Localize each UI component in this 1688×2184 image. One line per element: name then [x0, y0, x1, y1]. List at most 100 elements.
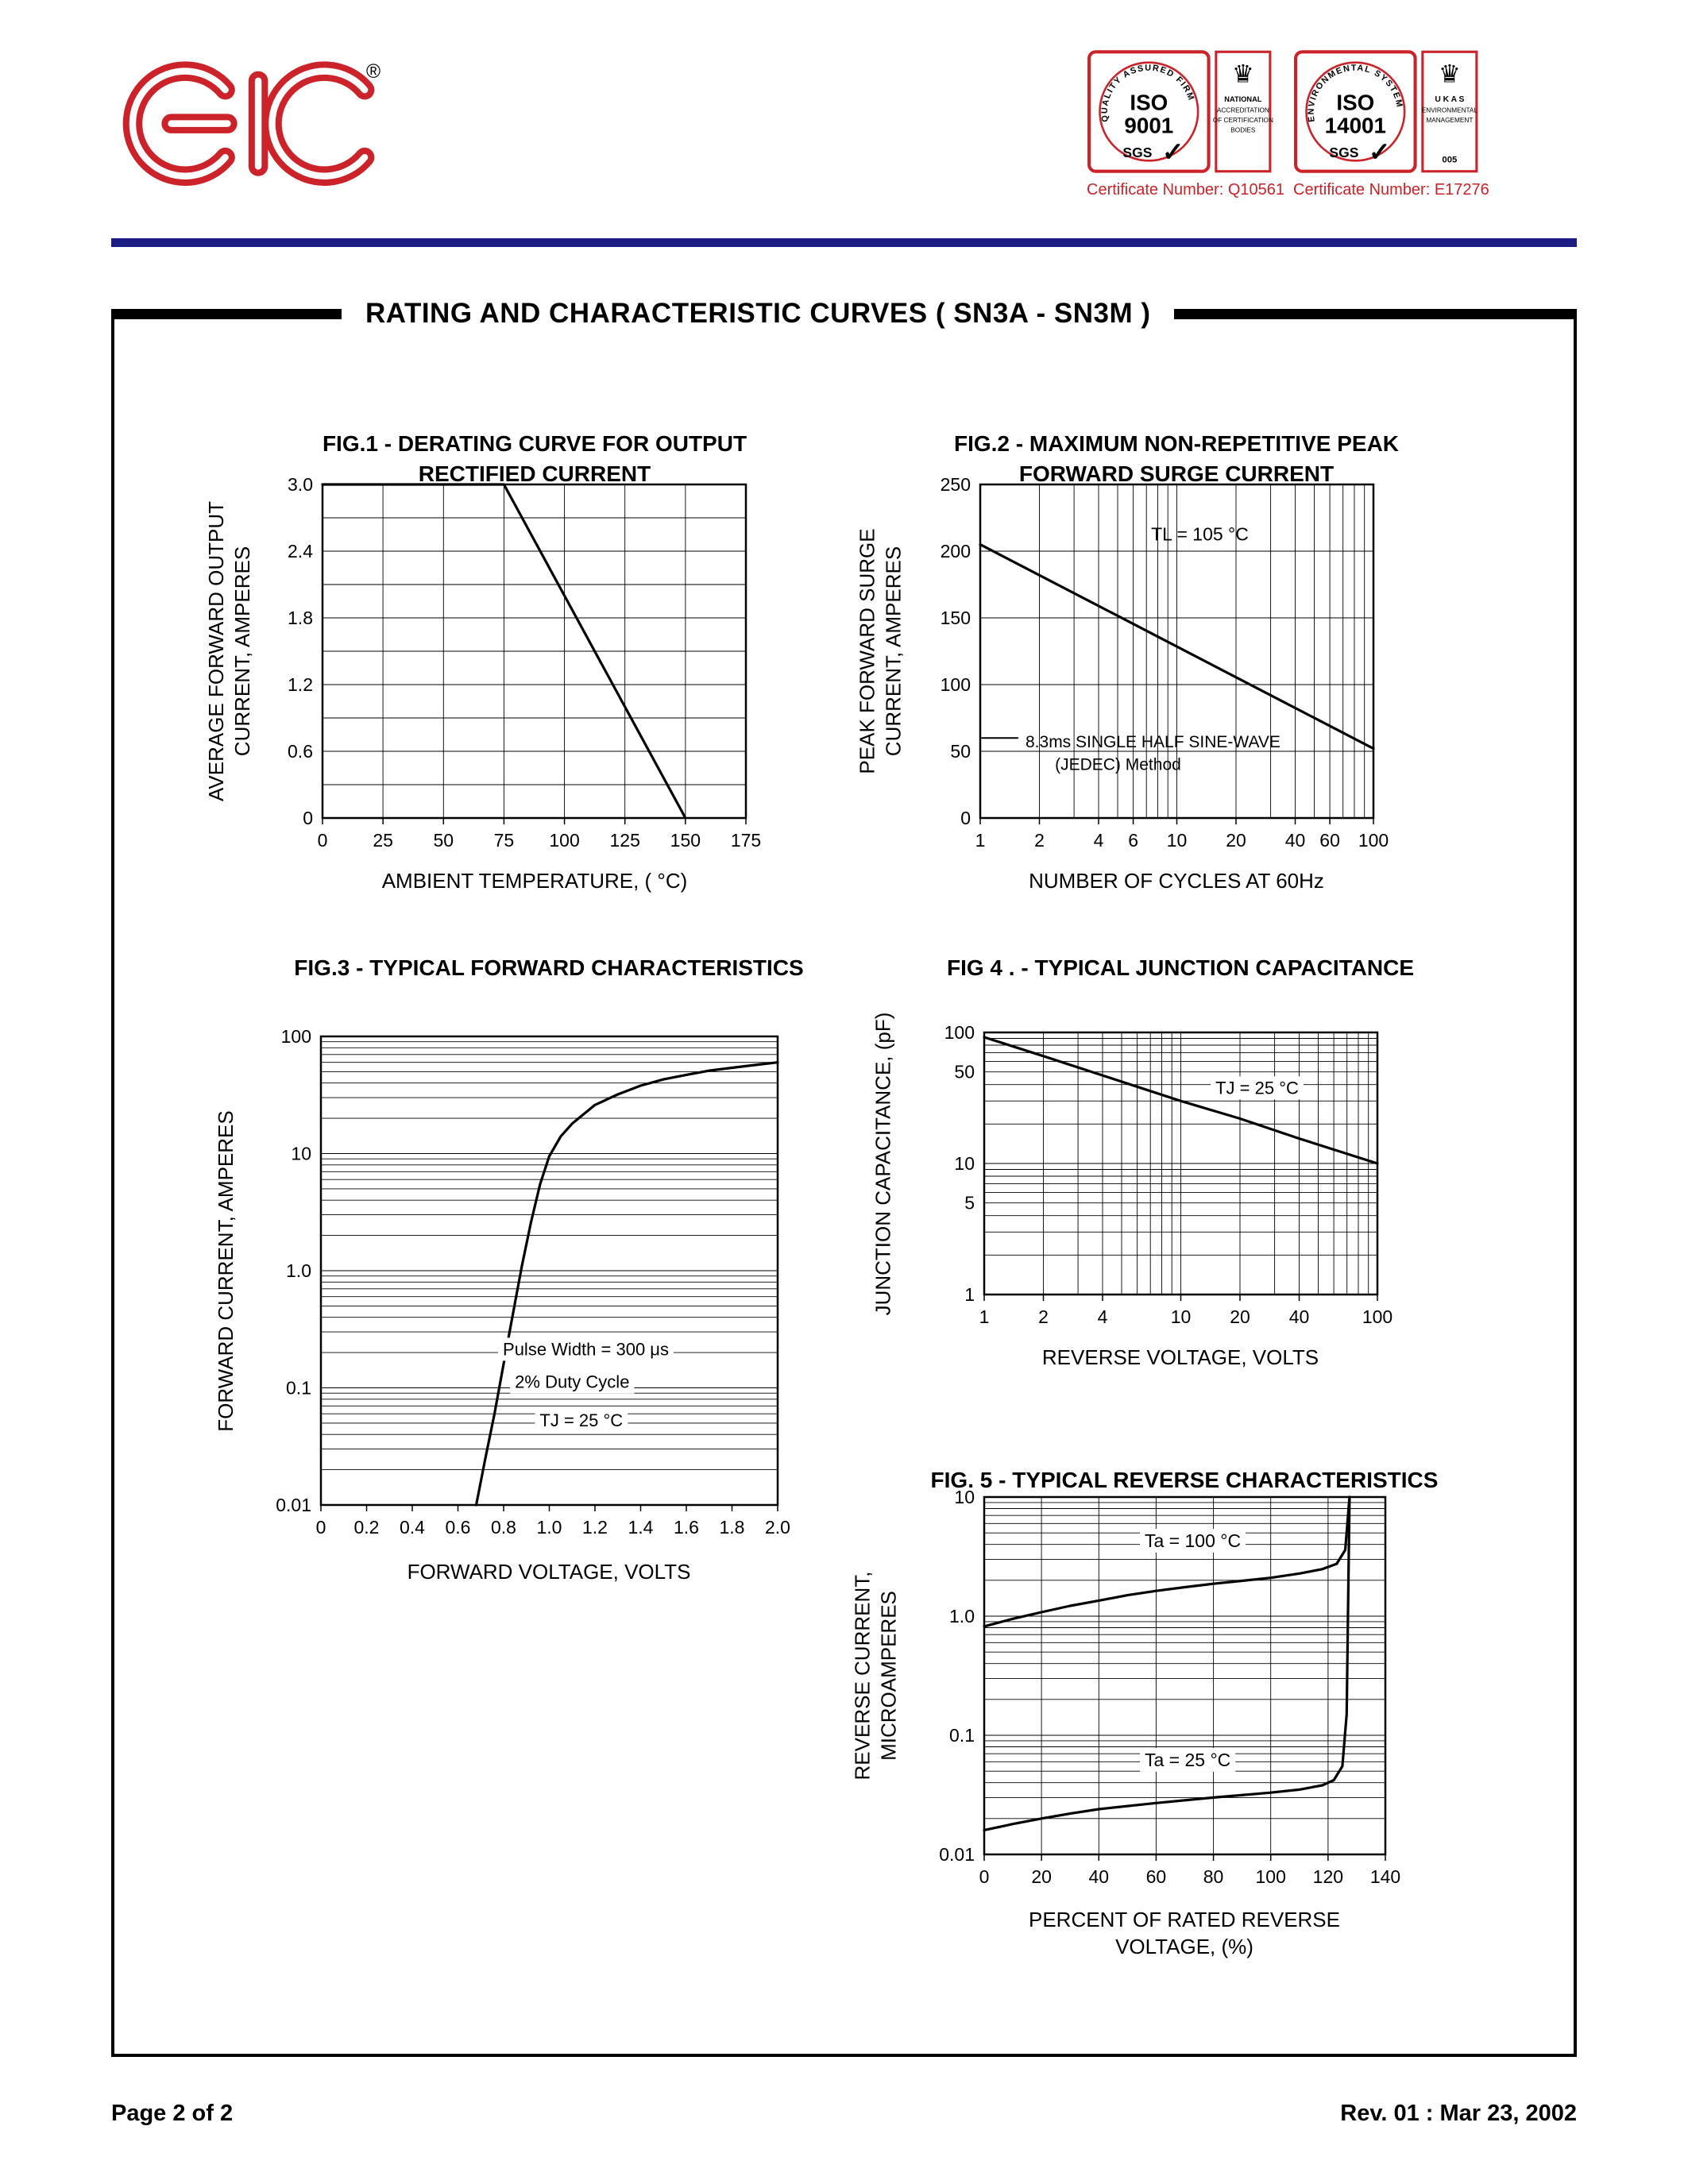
svg-text:Ta = 100 °C: Ta = 100 °C: [1145, 1530, 1241, 1551]
iso14001-badge-art: ENVIRONMENTAL SYSTEM ISO 14001 SGS ✓ ♛ U…: [1294, 50, 1478, 173]
fig2-title: FIG.2 - MAXIMUM NON-REPETITIVE PEAK FORW…: [953, 431, 1400, 486]
fig5-y-axis-label: REVERSE CURRENT, MICROAMPERES: [850, 1571, 900, 1781]
svg-text:50: 50: [950, 741, 971, 762]
svg-text:0.1: 0.1: [949, 1725, 975, 1746]
svg-text:25: 25: [373, 830, 393, 851]
svg-text:TJ = 25 °C: TJ = 25 °C: [539, 1410, 623, 1430]
svg-text:100: 100: [1358, 830, 1389, 851]
svg-text:2.4: 2.4: [288, 541, 313, 561]
svg-text:1.4: 1.4: [628, 1517, 654, 1538]
fig5-title: FIG. 5 - TYPICAL REVERSE CHARACTERISTICS: [930, 1468, 1439, 1492]
svg-text:OF CERTIFICATION: OF CERTIFICATION: [1213, 117, 1273, 124]
fig4-plot: 1 2 4 10 20 40 100 1 5 10 50 100 TJ = 25 °C: [944, 1022, 1393, 1327]
svg-text:(JEDEC) Method: (JEDEC) Method: [1055, 756, 1181, 774]
check-icon: ✓: [1162, 137, 1184, 166]
svg-text:TJ = 25 °C: TJ = 25 °C: [1215, 1078, 1299, 1098]
svg-text:1.0: 1.0: [537, 1517, 562, 1538]
svg-text:10: 10: [954, 1487, 975, 1507]
svg-text:40: 40: [1285, 830, 1306, 851]
svg-text:40: 40: [1088, 1866, 1109, 1887]
svg-text:0.4: 0.4: [400, 1517, 425, 1538]
svg-text:1.8: 1.8: [720, 1517, 745, 1538]
svg-text:1: 1: [979, 1306, 990, 1327]
svg-text:10: 10: [954, 1153, 975, 1174]
svg-text:125: 125: [610, 830, 640, 851]
svg-text:80: 80: [1203, 1866, 1224, 1887]
header-divider: [111, 238, 1577, 247]
svg-text:1.0: 1.0: [949, 1606, 975, 1626]
eic-logo: ®: [122, 61, 380, 186]
fig2-y-axis-label: PEAK FORWARD SURGE CURRENT, AMPERES: [856, 528, 906, 774]
fig1-y-axis-label: AVERAGE FORWARD OUTPUT CURRENT, AMPERES: [204, 501, 254, 801]
svg-text:6: 6: [1128, 830, 1138, 851]
fig1-plot: 0 25 50 75 100 125 150 175 0 0.6 1.2 1.8 2.4 3.0: [288, 474, 761, 851]
svg-text:10: 10: [1171, 1306, 1192, 1327]
svg-text:200: 200: [941, 541, 971, 561]
fig1-title: FIG.1 - DERATING CURVE FOR OUTPUT RECTIF…: [322, 431, 747, 486]
svg-text:0.1: 0.1: [286, 1378, 311, 1399]
svg-text:0.6: 0.6: [288, 741, 313, 762]
svg-text:2: 2: [1034, 830, 1045, 851]
svg-text:50: 50: [954, 1062, 975, 1082]
svg-text:50: 50: [433, 830, 454, 851]
footer-revision: Rev. 01 : Mar 23, 2002: [1340, 2101, 1577, 2126]
fig3-x-axis-label: FORWARD VOLTAGE, VOLTS: [407, 1560, 691, 1584]
svg-text:TL = 105 °C: TL = 105 °C: [1151, 524, 1249, 545]
iso14001-number-text: 14001: [1325, 113, 1386, 137]
iso14001-certificate-number: Certificate Number: E17276: [1293, 181, 1489, 199]
svg-text:10: 10: [291, 1144, 311, 1164]
svg-text:75: 75: [494, 830, 515, 851]
svg-text:3.0: 3.0: [288, 474, 313, 495]
svg-text:U K A S: U K A S: [1435, 95, 1464, 104]
svg-text:0.01: 0.01: [939, 1844, 975, 1865]
svg-text:0: 0: [318, 830, 328, 851]
crown-icon: ♛: [1439, 60, 1461, 87]
svg-text:20: 20: [1230, 1306, 1250, 1327]
svg-text:2.0: 2.0: [765, 1517, 790, 1538]
fig5-plot: 0 20 40 60 80 100 120 140 0.01 0.1 1.0 10 Ta = 100 °…: [939, 1487, 1400, 1887]
svg-text:0.6: 0.6: [446, 1517, 471, 1538]
crown-icon: ♛: [1232, 60, 1254, 87]
fig1-x-axis-label: AMBIENT TEMPERATURE, ( °C): [381, 869, 688, 893]
svg-text:ENVIRONMENTAL: ENVIRONMENTAL: [1422, 107, 1478, 114]
iso14001-certification-badge: ENVIRONMENTAL SYSTEM ISO 14001 SGS ✓ ♛ U…: [1293, 49, 1489, 199]
fig3-title: FIG.3 - TYPICAL FORWARD CHARACTERISTICS: [294, 955, 804, 980]
svg-text:20: 20: [1226, 830, 1246, 851]
fig2-x-axis-label: NUMBER OF CYCLES AT 60Hz: [1029, 869, 1324, 893]
svg-text:1.0: 1.0: [286, 1260, 311, 1281]
svg-text:4: 4: [1098, 1306, 1108, 1327]
svg-text:1: 1: [964, 1284, 975, 1305]
svg-text:1.8: 1.8: [288, 608, 313, 628]
fig5-x-axis-label: PERCENT OF RATED REVERSE VOLTAGE, (%): [1029, 1908, 1340, 1958]
fig4-y-axis-label: JUNCTION CAPACITANCE, (pF): [871, 1012, 895, 1315]
footer-page-number: Page 2 of 2: [111, 2101, 234, 2126]
iso9001-certification-badge: QUALITY ASSURED FIRM ISO 9001 SGS ✓ ♛ NA…: [1087, 49, 1284, 199]
svg-text:60: 60: [1319, 830, 1340, 851]
svg-text:20: 20: [1031, 1866, 1052, 1887]
check-icon: ✓: [1369, 137, 1391, 166]
svg-text:BODIES: BODIES: [1230, 126, 1256, 133]
svg-text:0: 0: [303, 808, 313, 828]
svg-text:Pulse Width = 300 μs: Pulse Width = 300 μs: [503, 1339, 669, 1359]
svg-text:4: 4: [1094, 830, 1104, 851]
page-title: RATING AND CHARACTERISTIC CURVES ( SN3A …: [365, 298, 1151, 329]
svg-text:2% Duty Cycle: 2% Duty Cycle: [515, 1372, 629, 1392]
registered-mark: ®: [366, 61, 380, 83]
svg-text:1.2: 1.2: [582, 1517, 608, 1538]
svg-text:8.3ms SINGLE HALF SINE-WAVE: 8.3ms SINGLE HALF SINE-WAVE: [1026, 733, 1280, 751]
svg-text:150: 150: [941, 608, 971, 628]
svg-text:250: 250: [941, 474, 971, 495]
svg-text:ACCREDITATION: ACCREDITATION: [1217, 107, 1269, 114]
curves-panel: RATING AND CHARACTERISTIC CURVES ( SN3A …: [111, 298, 1577, 2057]
svg-text:0.01: 0.01: [276, 1495, 311, 1515]
sgs-label: SGS: [1329, 145, 1358, 160]
svg-text:1.6: 1.6: [674, 1517, 699, 1538]
svg-text:150: 150: [670, 830, 701, 851]
svg-text:120: 120: [1313, 1866, 1343, 1887]
title-bar-right: [1174, 308, 1577, 319]
svg-text:100: 100: [1256, 1866, 1286, 1887]
iso9001-badge-art: QUALITY ASSURED FIRM ISO 9001 SGS ✓ ♛ NA…: [1087, 50, 1273, 173]
svg-text:0: 0: [316, 1517, 326, 1538]
fig3-plot: 0 0.2 0.4 0.6 0.8 1.0 1.2 1.4 1.6 1.8 2.0 0.01 0.1 1.…: [276, 1026, 790, 1538]
